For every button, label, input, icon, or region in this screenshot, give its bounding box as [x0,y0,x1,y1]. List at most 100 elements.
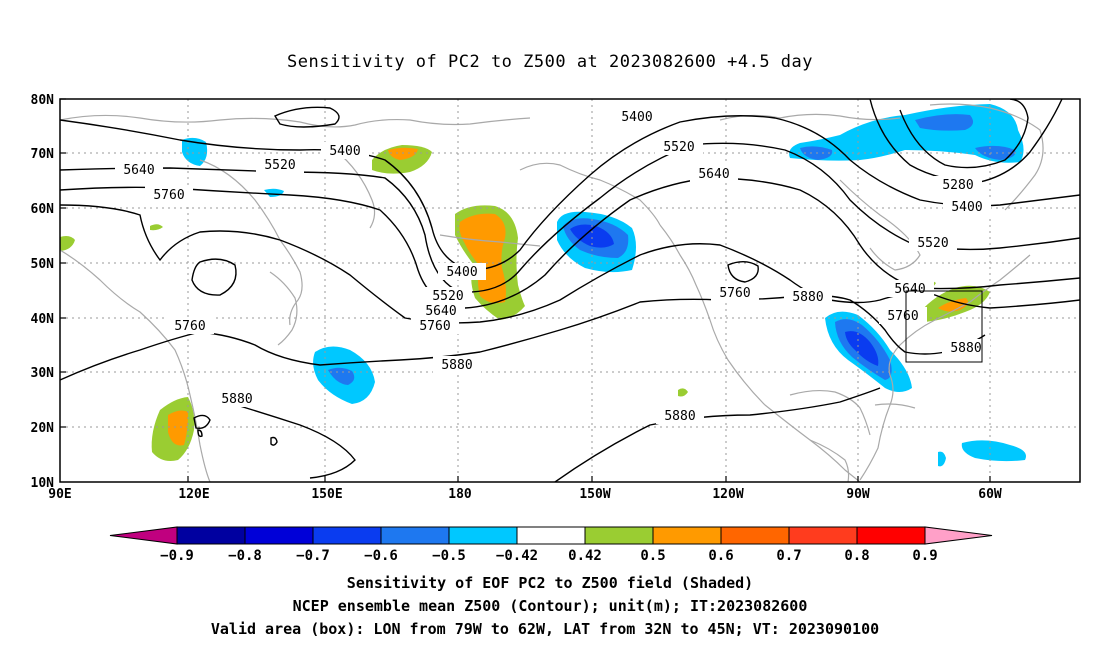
colorbar-tick-label: 0.8 [844,548,869,564]
colorbar: −0.9 −0.8 −0.7 −0.6 −0.5 −0.42 0.42 0.5 0.6 0.7 0.… [109,526,993,564]
lat-label-60N: 60N [31,202,55,217]
lon-label-180: 180 [448,487,472,502]
map-title: Sensitivity of PC2 to Z500 at 2023082600… [287,52,813,72]
contour-label-bg [424,287,472,304]
coast-okhotsk [199,159,303,326]
lon-label-60W: 60W [978,487,1002,502]
contour-5880-east [554,387,881,482]
contour-label-bg [943,198,991,215]
colorbar-swatch [516,526,586,545]
coast-cuba [874,403,916,409]
contour-label-bg [909,234,957,251]
colorbar-swatch [380,526,450,545]
contour-5880-south [219,399,356,479]
contour-label-5640: 5640 [425,304,456,319]
latitude-labels: 80N 70N 60N 50N 40N 30N 20N 10N [31,93,55,491]
contour-label-bg [321,142,369,159]
contour-label-bg [213,390,261,407]
map-plot-area: 5400 5400 5520 5520 5640 5640 5280 5760 … [60,99,1080,482]
contour-label-bg [934,176,982,193]
contour-label-5760: 5760 [887,309,918,324]
contour-label-5760: 5760 [174,319,205,334]
longitude-labels: 90E 120E 150E 180 150W 120W 90W 60W [48,487,1002,502]
colorbar-tick-label: 0.5 [640,548,665,564]
contour-label-5520: 5520 [663,140,694,155]
contour-5400-main [60,115,1080,271]
contour-label-5520: 5520 [264,158,295,173]
footer-line-1: Sensitivity of EOF PC2 to Z500 field (Sh… [347,574,753,592]
coast-alaska [519,162,661,226]
shade-pos-small-2 [150,224,163,231]
colorbar-tick-label: −0.9 [160,548,194,564]
contour-small-2 [270,436,278,446]
colorbar-swatch [244,526,314,545]
lat-label-30N: 30N [31,366,55,381]
coast-central-america [809,439,850,482]
lon-label-150E: 150E [311,487,342,502]
colorbar-tick-label: −0.8 [228,548,262,564]
contour-label-bg [886,280,934,297]
colorbar-tick-label: −0.7 [296,548,330,564]
colorbar-tick-label: 0.42 [568,548,602,564]
shade-pos-scs-core [168,410,188,446]
contour-label-bg [879,307,927,324]
shade-pos-kamchatka-core [388,147,418,160]
contour-label-5400: 5400 [951,200,982,215]
contour-label-bg [656,407,704,424]
contour-label-5280: 5280 [942,178,973,193]
contour-label-bg [256,156,304,173]
colorbar-swatch [720,526,790,545]
colorbar-over-triangle [924,526,993,545]
contour-label-5760: 5760 [719,286,750,301]
contour-label-bg [655,138,703,155]
contour-label-bg [690,165,738,182]
lon-label-120E: 120E [178,487,209,502]
shade-neg-small-4 [938,451,946,467]
colorbar-tick-label: 0.9 [912,548,937,564]
footer-line-3: Valid area (box): LON from 79W to 62W, L… [211,620,879,638]
contour-label-bg [613,108,661,125]
valid-area-box [905,290,983,363]
contour-label-5640: 5640 [123,163,154,178]
contour-label-5640: 5640 [698,167,729,182]
colorbar-swatch [584,526,654,545]
lon-label-90W: 90W [846,487,870,502]
contour-label-group: 5400 5400 5520 5520 5640 5640 5280 5760 … [115,108,991,424]
contour-small-1 [193,414,211,430]
coast-kamchatka [334,149,376,229]
gridlines [60,99,1080,482]
coast-east-asia [60,249,211,482]
contour-label-5400: 5400 [446,265,477,280]
contour-high-arctic [273,106,340,128]
colorbar-tick-label: −0.5 [432,548,466,564]
axis-ticks [60,98,991,482]
contour-label-5880: 5880 [221,392,252,407]
lat-label-10N: 10N [31,476,55,491]
colorbar-under-triangle [109,526,178,545]
colorbar-tick-label: −0.42 [496,548,538,564]
lon-label-120W: 120W [712,487,743,502]
colorbar-tick-label: 0.6 [708,548,733,564]
contour-small-3 [197,429,203,438]
colorbar-swatch [448,526,518,545]
coast-na-west [659,224,861,482]
contour-label-5640: 5640 [894,282,925,297]
shade-neg-west-pacific-core [328,367,355,385]
contour-label-bg [417,302,465,319]
contour-label-5880: 5880 [664,409,695,424]
lat-label-70N: 70N [31,147,55,162]
contour-label-5400: 5400 [329,144,360,159]
lon-label-150W: 150W [579,487,610,502]
shade-neg-gulf-of-alaska-inner [570,224,614,248]
colorbar-swatch [788,526,858,545]
shade-pos-dateline-core [459,213,506,304]
contour-label-5880: 5880 [950,341,981,356]
shade-neg-small-1 [182,137,208,166]
contour-label-bg [942,339,990,356]
contour-label-5880: 5880 [792,290,823,305]
contour-label-5400: 5400 [621,110,652,125]
contour-label-bg [411,317,459,334]
contour-label-5880: 5880 [441,358,472,373]
colorbar-tick-label: −0.6 [364,548,398,564]
